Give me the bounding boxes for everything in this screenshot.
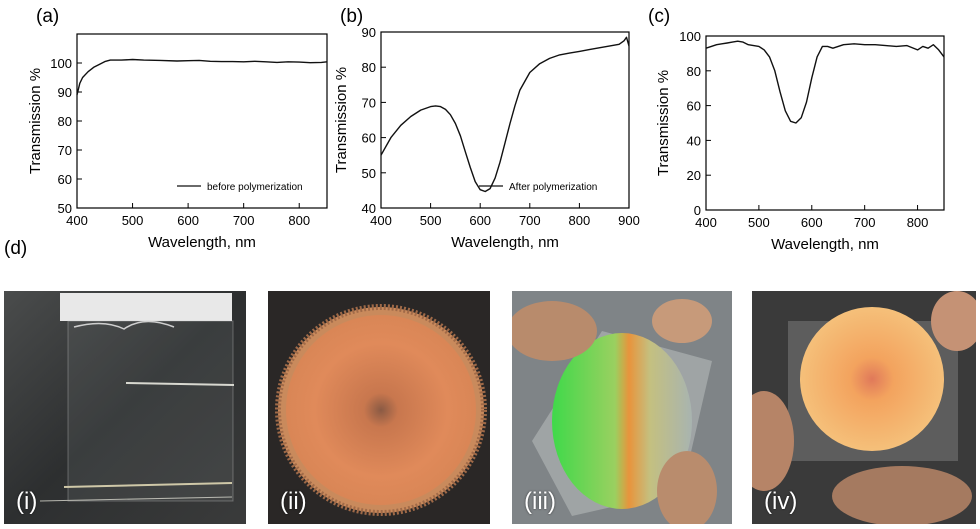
photo-label-iii: (iii) xyxy=(524,488,556,515)
series-line xyxy=(380,36,630,193)
y-tick-label: 0 xyxy=(694,203,701,218)
panel-label: (c) xyxy=(648,6,670,27)
series-line xyxy=(76,58,328,96)
y-tick-label: 100 xyxy=(679,29,701,44)
y-tick-label: 50 xyxy=(58,201,72,216)
x-tick-label: 800 xyxy=(569,213,591,228)
chart-a: (a) 400 500 600 700 800 50 60 70 80 90 100 Wavelengt… xyxy=(0,0,340,260)
clear-film-image xyxy=(4,291,246,524)
legend-label: After polymerization xyxy=(509,182,597,193)
held-disc-image xyxy=(752,291,976,524)
x-tick-label: 600 xyxy=(177,213,199,228)
chart-b: (b) 400 500 600 700 800 900 40 50 60 70 80 90 Wavelen… xyxy=(322,0,652,260)
x-tick-label: 800 xyxy=(907,215,929,230)
photo-iv: (iv) xyxy=(752,291,976,524)
y-tick-label: 50 xyxy=(362,166,376,181)
y-axis-title: Transmission % xyxy=(27,68,44,174)
chart-a-svg: (a) 400 500 600 700 800 50 60 70 80 90 100 Wavelengt… xyxy=(27,6,328,251)
y-tick-label: 70 xyxy=(362,95,376,110)
y-axis-title: Transmission % xyxy=(333,67,350,173)
chart-c-svg: (c) 400 500 600 700 800 0 20 40 60 80 100 Wavelength… xyxy=(648,6,945,253)
series-line xyxy=(705,40,945,124)
x-tick-label: 400 xyxy=(370,213,392,228)
x-tick-label: 900 xyxy=(618,213,640,228)
x-tick-label: 500 xyxy=(748,215,770,230)
x-tick-label: 700 xyxy=(519,213,541,228)
y-tick-label: 80 xyxy=(362,60,376,75)
y-tick-label: 90 xyxy=(58,85,72,100)
y-tick-label: 80 xyxy=(687,64,701,79)
y-tick-label: 80 xyxy=(58,114,72,129)
y-tick-label: 90 xyxy=(362,25,376,40)
legend-label: before polymerization xyxy=(207,182,303,193)
x-tick-label: 600 xyxy=(801,215,823,230)
y-tick-label: 100 xyxy=(50,56,72,71)
panel-label: (b) xyxy=(340,6,363,27)
photo-ii: (ii) xyxy=(268,291,490,524)
x-tick-label: 500 xyxy=(420,213,442,228)
x-axis-title: Wavelength, nm xyxy=(771,236,879,253)
x-tick-label: 500 xyxy=(122,213,144,228)
x-axis-title: Wavelength, nm xyxy=(451,234,559,251)
y-axis-title: Transmission % xyxy=(655,70,672,176)
y-tick-label: 60 xyxy=(58,172,72,187)
panel-label: (a) xyxy=(36,6,59,27)
orange-disc-image xyxy=(268,291,490,524)
x-tick-label: 800 xyxy=(288,213,310,228)
y-tick-label: 60 xyxy=(362,131,376,146)
photo-i: (i) xyxy=(4,291,246,524)
x-axis-title: Wavelength, nm xyxy=(148,234,256,251)
x-tick-label: 700 xyxy=(854,215,876,230)
photo-label-ii: (ii) xyxy=(280,488,307,515)
y-tick-label: 70 xyxy=(58,143,72,158)
x-tick-label: 700 xyxy=(233,213,255,228)
chart-c: (c) 400 500 600 700 800 0 20 40 60 80 100 Wavelength… xyxy=(648,0,980,260)
tilted-film-image xyxy=(512,291,732,524)
x-tick-label: 600 xyxy=(469,213,491,228)
plot-frame xyxy=(705,35,945,211)
plot-frame xyxy=(380,31,630,209)
panel-label-d: (d) xyxy=(4,238,28,259)
x-tick-label: 400 xyxy=(695,215,717,230)
chart-b-svg: (b) 400 500 600 700 800 900 40 50 60 70 80 90 Wavelen… xyxy=(333,6,640,251)
x-tick-label: 400 xyxy=(66,213,88,228)
y-tick-label: 40 xyxy=(362,201,376,216)
y-tick-label: 60 xyxy=(687,99,701,114)
photo-label-iv: (iv) xyxy=(764,488,798,515)
y-tick-label: 20 xyxy=(687,168,701,183)
photo-label-i: (i) xyxy=(16,488,38,515)
y-tick-label: 40 xyxy=(687,133,701,148)
photo-iii: (iii) xyxy=(512,291,732,524)
